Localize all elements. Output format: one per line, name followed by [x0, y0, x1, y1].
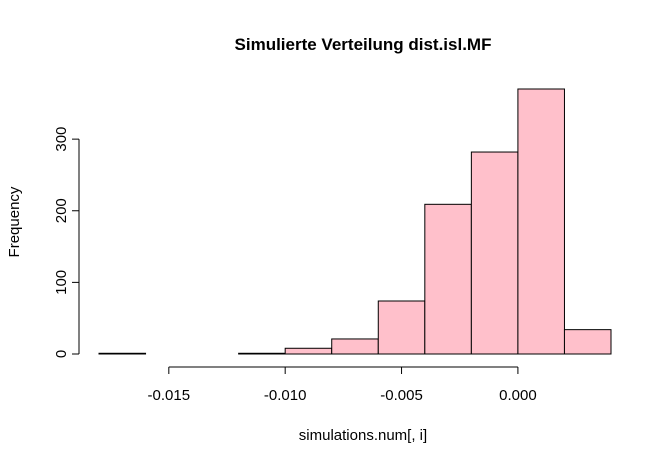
- x-axis-label: simulations.num[, i]: [299, 427, 427, 444]
- x-tick-label: -0.010: [264, 387, 307, 404]
- histogram-bar: [377, 300, 426, 355]
- histogram-bar: [470, 151, 519, 355]
- y-axis: 0 100 200 300: [53, 127, 80, 358]
- histogram-bar: [331, 338, 379, 355]
- histogram-bar: [238, 352, 286, 355]
- y-tick-label: 300: [53, 127, 70, 152]
- histogram-bar: [563, 329, 612, 355]
- histogram-bar: [517, 88, 565, 355]
- x-tick-label: 0.000: [499, 387, 537, 404]
- x-tick-label: -0.005: [380, 387, 423, 404]
- histogram-bar: [424, 203, 472, 355]
- y-tick-label: 0: [53, 350, 70, 358]
- histogram-bar: [284, 347, 333, 355]
- y-tick-label: 100: [53, 270, 70, 295]
- chart-title: Simulierte Verteilung dist.isl.MF: [235, 35, 492, 54]
- y-tick-label: 200: [53, 198, 70, 223]
- x-tick-label: -0.015: [148, 387, 191, 404]
- histogram-bar: [98, 352, 147, 355]
- bars-group: [98, 88, 612, 355]
- y-axis-label: Frequency: [6, 186, 23, 257]
- x-axis: -0.015 -0.010 -0.005 0.000: [148, 366, 537, 404]
